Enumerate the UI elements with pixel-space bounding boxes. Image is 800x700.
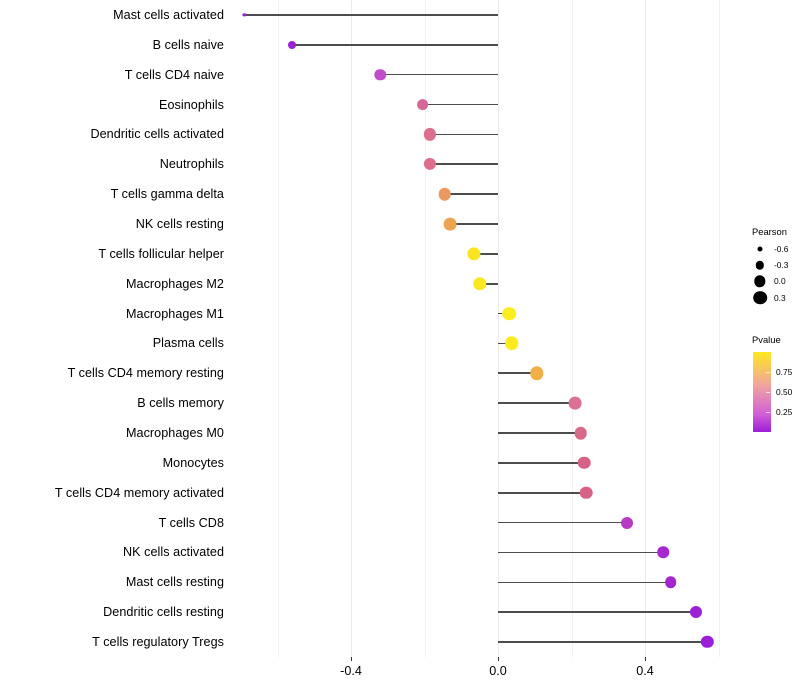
lollipop-stem <box>380 73 498 76</box>
y-axis-tick-label: T cells CD4 naive <box>124 67 224 82</box>
y-axis-tick-label: Monocytes <box>162 455 224 470</box>
x-axis-tick-mark <box>351 657 352 661</box>
lollipop-point[interactable] <box>242 13 247 17</box>
gridline-minor <box>718 0 720 657</box>
lollipop-stem <box>498 491 587 494</box>
lollipop-stem <box>498 432 581 434</box>
lollipop-point[interactable] <box>467 247 481 261</box>
colorbar-tick-label: 0.75 <box>776 367 793 377</box>
lollipop-stem <box>498 462 585 464</box>
y-axis-tick-label: Eosinophils <box>159 97 224 112</box>
gridline-major <box>645 0 646 657</box>
lollipop-point[interactable] <box>374 68 387 81</box>
gridline-minor <box>424 0 426 657</box>
lollipop-point[interactable] <box>701 635 714 649</box>
lollipop-point[interactable] <box>568 396 582 410</box>
lollipop-stem <box>474 253 498 255</box>
y-axis-tick-label: T cells follicular helper <box>98 246 224 261</box>
lollipop-point[interactable] <box>472 277 487 291</box>
legend-size-swatch <box>757 246 763 252</box>
legend-size-label: 0.0 <box>774 276 786 287</box>
y-axis-category-labels: Mast cells activated B cells naive T cells… <box>0 0 224 657</box>
lollipop-point[interactable] <box>574 426 587 440</box>
lollipop-point[interactable] <box>690 606 703 619</box>
y-axis-tick-label: T cells CD4 memory resting <box>67 366 224 381</box>
lollipop-stem <box>244 14 498 16</box>
y-axis-tick-label: Dendritic cells activated <box>90 127 224 142</box>
y-axis-tick-label: Mast cells activated <box>113 7 224 22</box>
lollipop-point[interactable] <box>443 217 457 231</box>
lollipop-stem <box>498 521 627 524</box>
y-axis-tick-label: NK cells resting <box>135 216 224 231</box>
lollipop-point[interactable] <box>288 40 297 49</box>
x-axis-tick-mark <box>498 657 499 661</box>
pearson-legend-title: Pearson <box>752 226 787 237</box>
y-axis-tick-label: T cells regulatory Tregs <box>92 635 224 650</box>
x-axis: -0.4 0.0 0.4 <box>231 657 735 700</box>
legend-size-label: -0.3 <box>774 260 789 271</box>
x-axis-tick-label: -0.4 <box>340 664 362 678</box>
gridline-major <box>498 0 499 657</box>
lollipop-stem <box>498 581 671 584</box>
lollipop-point[interactable] <box>620 516 633 529</box>
lollipop-point[interactable] <box>423 158 437 171</box>
lollipop-stem <box>498 551 664 554</box>
y-axis-tick-label: B cells naive <box>152 37 224 52</box>
lollipop-stem <box>444 193 498 195</box>
lollipop-stem <box>430 163 498 166</box>
x-axis-tick-label: 0.4 <box>636 664 654 678</box>
y-axis-tick-label: Neutrophils <box>159 157 224 172</box>
y-axis-tick-label: Macrophages M2 <box>125 276 224 291</box>
colorbar-tick-mark <box>766 372 770 373</box>
lollipop-point[interactable] <box>664 576 677 589</box>
y-axis-tick-label: NK cells activated <box>123 545 224 560</box>
lollipop-stem <box>430 133 498 136</box>
lollipop-point[interactable] <box>579 486 593 500</box>
lollipop-stem <box>479 282 498 285</box>
legend-size-swatch <box>754 275 766 288</box>
lollipop-point[interactable] <box>529 366 544 380</box>
y-axis-tick-label: T cells CD8 <box>158 515 224 530</box>
lollipop-stem <box>498 372 537 375</box>
y-axis-tick-label: T cells CD4 memory activated <box>54 485 224 500</box>
legend-size-swatch <box>753 290 767 305</box>
gridline-major <box>351 0 352 657</box>
colorbar-tick-mark <box>766 392 770 393</box>
lollipop-stem <box>498 402 576 404</box>
x-axis-tick-label: 0.0 <box>489 664 507 678</box>
lollipop-stem <box>498 641 708 643</box>
colorbar-tick-mark <box>766 412 770 413</box>
pvalue-legend-title: Pvalue <box>752 334 781 345</box>
lollipop-point[interactable] <box>438 187 451 201</box>
y-axis-tick-label: B cells memory <box>137 396 224 411</box>
y-axis-tick-label: Macrophages M1 <box>125 306 224 321</box>
lollipop-stem <box>422 103 498 106</box>
y-axis-tick-label: Dendritic cells resting <box>103 605 224 620</box>
legend-size-label: -0.6 <box>774 244 789 254</box>
lollipop-point[interactable] <box>578 456 591 470</box>
y-axis-tick-label: T cells gamma delta <box>110 187 224 202</box>
y-axis-tick-label: Plasma cells <box>152 336 224 351</box>
colorbar-tick-label: 0.25 <box>776 407 793 417</box>
lollipop-point[interactable] <box>416 98 429 111</box>
legend-size-swatch <box>755 260 765 270</box>
legend-column: Pearson -0.6 -0.3 0.0 0.3 Pvalue 0.75 0.50 0.… <box>742 0 800 700</box>
plot-panel <box>231 0 735 657</box>
lollipop-point[interactable] <box>423 128 437 141</box>
y-axis-tick-label: Macrophages M0 <box>125 426 224 441</box>
lollipop-point[interactable] <box>657 546 670 559</box>
colorbar-tick-label: 0.50 <box>776 387 793 397</box>
lollipop-stem <box>498 611 697 613</box>
lollipop-stem <box>450 223 498 225</box>
gridline-minor <box>277 0 279 657</box>
lollipop-stem <box>292 43 498 46</box>
y-axis-tick-label: Mast cells resting <box>125 575 224 590</box>
gridline-minor <box>571 0 573 657</box>
lollipop-point[interactable] <box>502 306 516 321</box>
lollipop-point[interactable] <box>504 336 519 351</box>
x-axis-tick-mark <box>645 657 646 661</box>
legend-size-label: 0.3 <box>774 292 786 303</box>
